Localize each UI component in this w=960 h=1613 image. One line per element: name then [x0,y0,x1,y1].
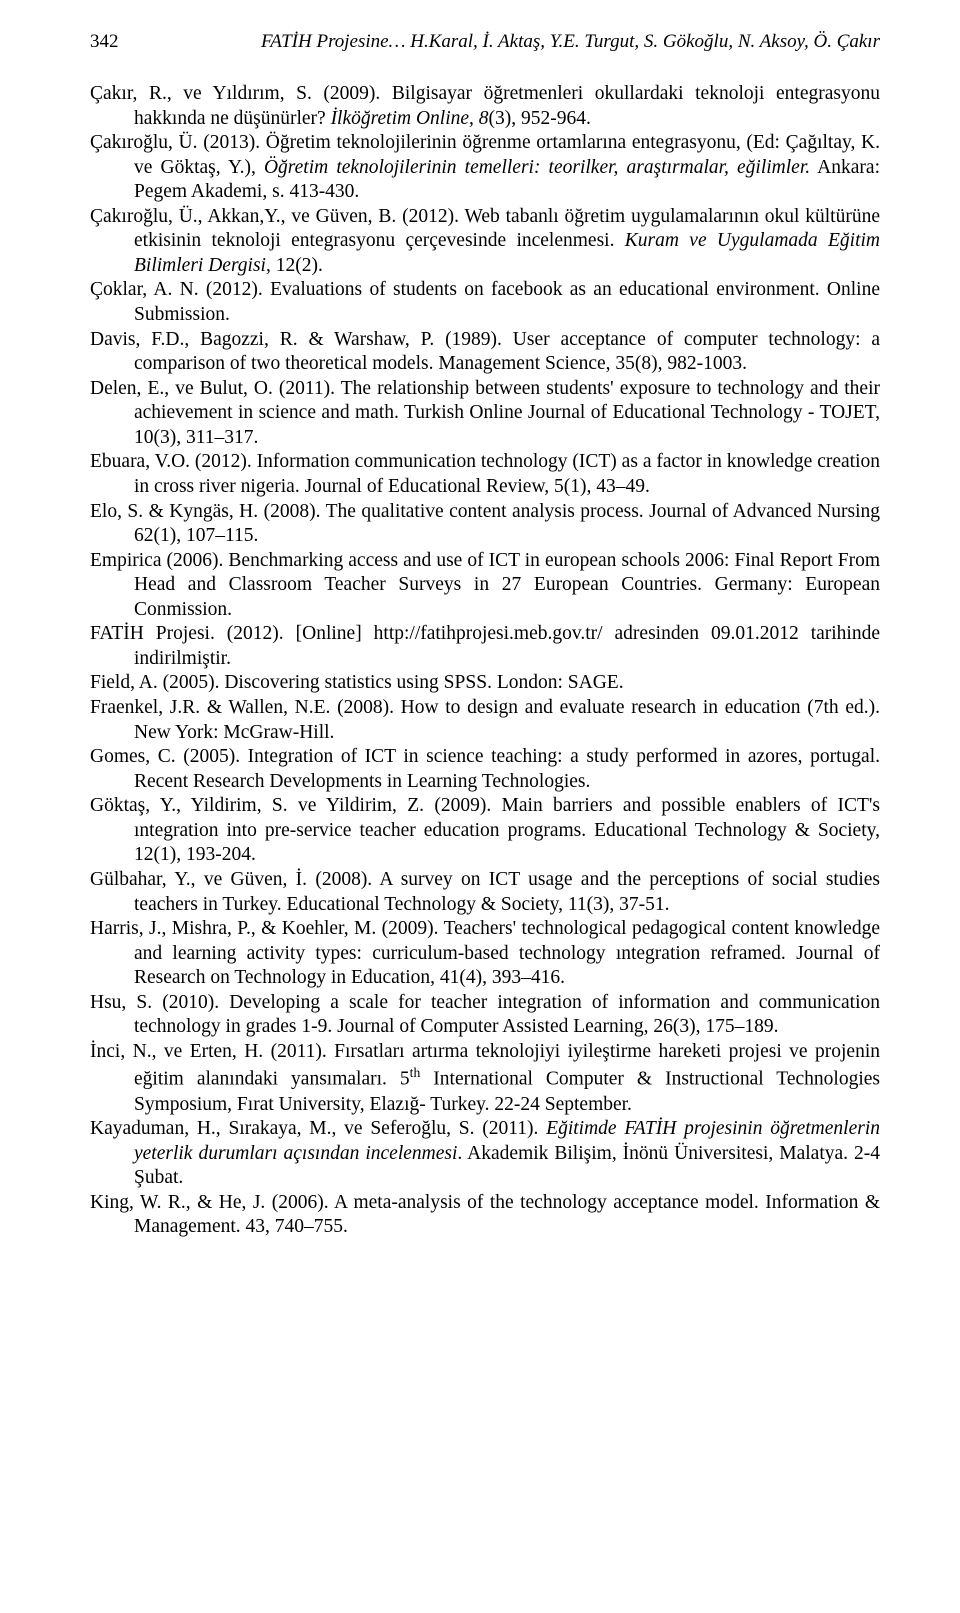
reference-entry: Field, A. (2005). Discovering statistics… [90,671,880,696]
reference-entry: Ebuara, V.O. (2012). Information communi… [90,450,880,499]
reference-entry: Göktaş, Y., Yildirim, S. ve Yildirim, Z.… [90,794,880,868]
reference-entry: King, W. R., & He, J. (2006). A meta-ana… [90,1191,880,1240]
reference-entry: Gomes, C. (2005). Integration of ICT in … [90,745,880,794]
reference-entry: Çoklar, A. N. (2012). Evaluations of stu… [90,278,880,327]
reference-entry: Davis, F.D., Bagozzi, R. & Warshaw, P. (… [90,328,880,377]
running-header: 342 FATİH Projesine… H.Karal, İ. Aktaş, … [90,30,880,54]
running-title: FATİH Projesine… H.Karal, İ. Aktaş, Y.E.… [261,30,880,54]
reference-entry: FATİH Projesi. (2012). [Online] http://f… [90,622,880,671]
reference-entry: Gülbahar, Y., ve Güven, İ. (2008). A sur… [90,868,880,917]
reference-entry: İnci, N., ve Erten, H. (2011). Fırsatlar… [90,1040,880,1117]
page-number: 342 [90,30,119,54]
reference-entry: Delen, E., ve Bulut, O. (2011). The rela… [90,377,880,451]
reference-entry: Elo, S. & Kyngäs, H. (2008). The qualita… [90,500,880,549]
page: 342 FATİH Projesine… H.Karal, İ. Aktaş, … [0,0,960,1613]
references-list: Çakır, R., ve Yıldırım, S. (2009). Bilgi… [90,82,880,1240]
reference-entry: Çakır, R., ve Yıldırım, S. (2009). Bilgi… [90,82,880,131]
reference-entry: Çakıroğlu, Ü. (2013). Öğretim teknolojil… [90,131,880,205]
reference-entry: Fraenkel, J.R. & Wallen, N.E. (2008). Ho… [90,696,880,745]
reference-entry: Kayaduman, H., Sırakaya, M., ve Seferoğl… [90,1117,880,1191]
reference-entry: Empirica (2006). Benchmarking access and… [90,549,880,623]
reference-entry: Çakıroğlu, Ü., Akkan,Y., ve Güven, B. (2… [90,205,880,279]
reference-entry: Hsu, S. (2010). Developing a scale for t… [90,991,880,1040]
reference-entry: Harris, J., Mishra, P., & Koehler, M. (2… [90,917,880,991]
